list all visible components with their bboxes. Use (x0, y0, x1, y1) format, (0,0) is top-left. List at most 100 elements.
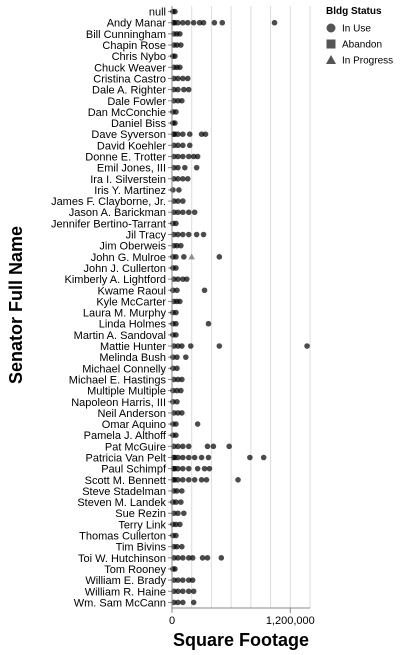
data-point-in-use (180, 75, 186, 82)
data-point-in-use (180, 198, 186, 204)
data-point-in-use (172, 8, 178, 15)
data-point-in-use (173, 421, 179, 427)
data-point-in-use (171, 376, 177, 383)
data-point-in-use (189, 577, 196, 583)
data-point-in-use (175, 86, 181, 93)
data-point-abandon (171, 466, 177, 472)
data-point-in-use (174, 398, 180, 405)
data-point-in-use (171, 343, 177, 349)
data-point-in-use (194, 465, 201, 472)
data-point-in-use (175, 343, 181, 349)
x-axis-title: Square Footage (173, 630, 309, 650)
data-point-in-use (175, 75, 181, 82)
data-point-in-use (170, 187, 176, 193)
y-tick-label: Chris Nybo (112, 51, 166, 63)
data-point-in-use (182, 164, 188, 171)
data-point-in-use (178, 242, 184, 249)
data-point-in-use (185, 555, 192, 561)
y-tick-label: William R. Haine (85, 586, 166, 598)
data-point-in-use (179, 488, 185, 494)
y-tick-label: Melinda Bush (99, 352, 166, 364)
data-point-in-use (198, 131, 205, 138)
data-point-in-use (185, 209, 192, 216)
data-point-in-use (174, 387, 180, 394)
data-point-in-use (177, 64, 183, 71)
data-point-in-use (180, 276, 186, 282)
data-point-in-use (171, 555, 177, 561)
data-point-in-use (198, 476, 205, 483)
data-point-in-use (180, 142, 186, 149)
data-point-in-use (174, 543, 180, 550)
data-point-in-use (235, 476, 241, 483)
data-point-in-use (174, 42, 180, 48)
data-point-in-use (200, 19, 207, 26)
legend-symbol-circle (326, 23, 336, 33)
data-point-in-use (194, 153, 201, 160)
y-tick-label: James F. Clayborne, Jr. (51, 196, 166, 208)
data-point-in-use (173, 220, 179, 227)
data-point-in-use (185, 476, 192, 483)
y-tick-label: Chapin Rose (102, 40, 166, 52)
data-point-in-use (216, 254, 223, 260)
y-tick-label: Sue Rezin (115, 508, 166, 520)
data-point-in-use (174, 354, 180, 360)
data-point-in-use (171, 588, 177, 595)
data-point-in-use (175, 599, 181, 606)
y-tick-label: Terry Link (118, 519, 166, 531)
y-tick-label: Dave Syverson (91, 129, 166, 141)
data-point-in-use (175, 410, 181, 416)
y-tick-label: Kwame Raoul (98, 285, 166, 297)
data-point-in-use (185, 231, 192, 238)
data-point-in-use (177, 298, 183, 305)
y-tick-label: Cristina Castro (93, 73, 166, 85)
data-point-in-use (177, 31, 183, 37)
data-point-in-use (185, 86, 192, 93)
data-point-in-use (247, 454, 253, 461)
y-tick-label: Bill Cunningham (86, 29, 166, 41)
data-point-in-use (196, 19, 203, 26)
data-point-in-use (171, 577, 177, 583)
data-point-in-use (180, 443, 186, 450)
data-point-in-use (205, 454, 212, 461)
y-tick-label: Jim Oberweis (99, 241, 166, 253)
legend-label: In Progress (342, 56, 393, 67)
data-point-in-use (173, 521, 179, 528)
y-tick-label: Paul Schimpf (101, 464, 167, 476)
data-point-in-use (180, 19, 186, 26)
data-point-in-use (191, 454, 198, 461)
data-point-in-use (190, 19, 197, 26)
data-point-in-use (183, 276, 190, 282)
data-point-in-use (171, 276, 177, 282)
data-point-in-use (180, 153, 186, 160)
data-point-in-use (171, 153, 177, 160)
data-point-in-use (173, 265, 179, 271)
data-point-in-use (204, 443, 211, 450)
data-point-in-use (201, 287, 208, 294)
data-point-in-use (173, 432, 179, 439)
data-point-in-use (175, 164, 181, 171)
x-tick-label: 1,200,000 (266, 615, 315, 627)
y-tick-label: null (149, 7, 166, 19)
data-point-in-use (180, 175, 186, 182)
data-point-in-use (193, 164, 200, 171)
data-point-in-use (179, 376, 185, 383)
data-point-in-use (181, 510, 187, 517)
y-tick-label: Kyle McCarter (96, 296, 166, 308)
data-point-in-use (184, 75, 191, 82)
data-point-in-use (173, 532, 179, 539)
data-point-in-use (198, 454, 205, 461)
data-point-in-use (179, 410, 185, 416)
data-point-in-use (175, 153, 181, 160)
y-tick-label: David Koehler (97, 140, 166, 152)
data-point-in-use (185, 577, 192, 583)
data-point-in-use (175, 97, 181, 104)
y-tick-label: Kimberly A. Lightford (65, 274, 167, 286)
data-point-in-use (186, 142, 193, 149)
data-point-in-use (185, 443, 192, 450)
y-tick-label: Toi W. Hutchinson (78, 553, 166, 565)
data-point-in-use (173, 332, 179, 338)
data-point-in-use (187, 343, 194, 349)
data-point-in-use (189, 555, 196, 561)
data-point-in-use (175, 198, 181, 204)
data-point-in-use (260, 454, 267, 461)
